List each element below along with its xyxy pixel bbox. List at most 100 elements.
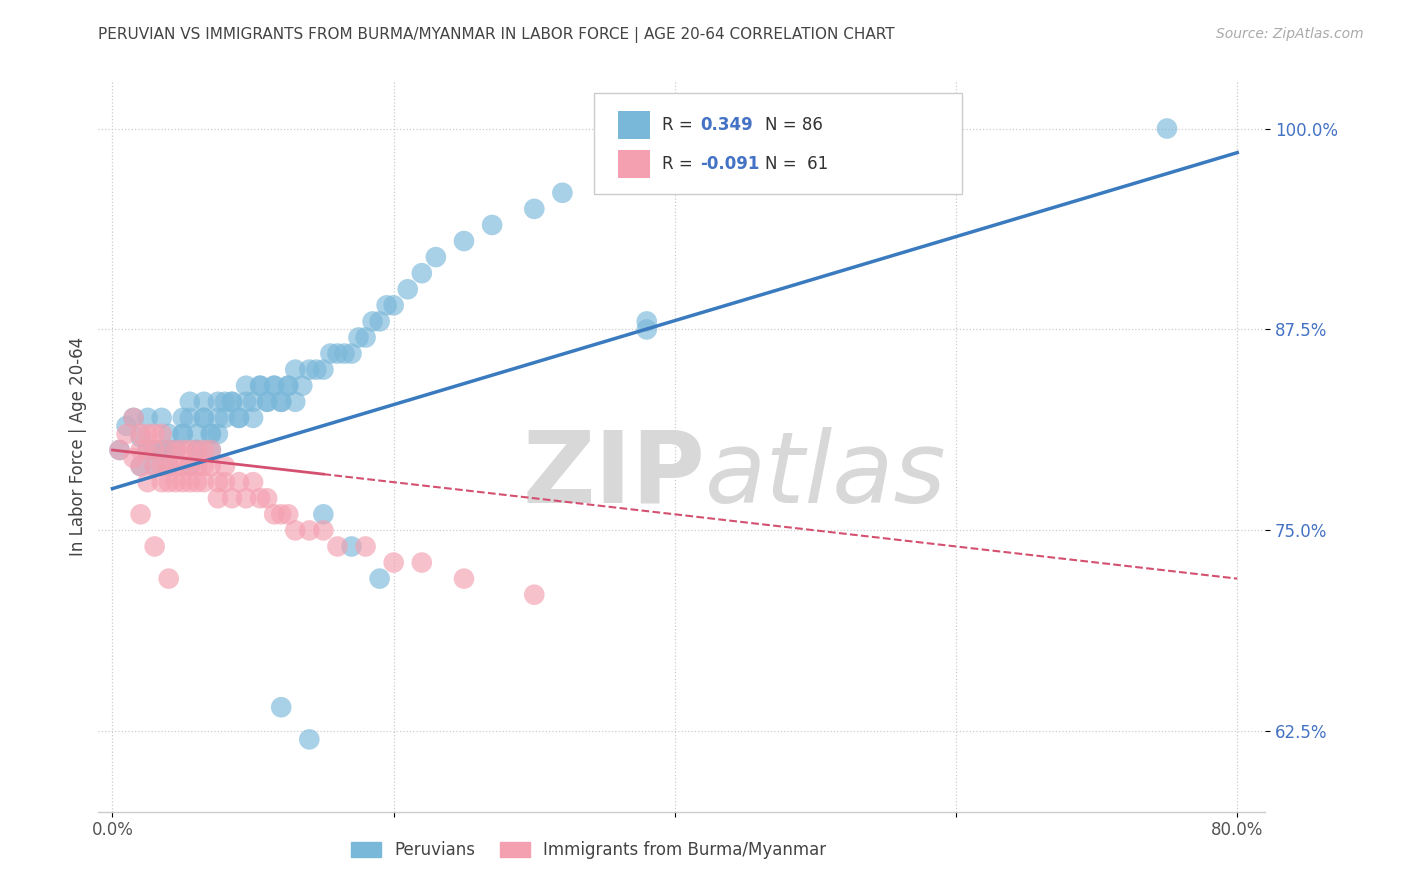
Point <box>193 410 215 425</box>
Point <box>157 443 180 458</box>
Point <box>1156 121 1178 136</box>
Point <box>270 394 292 409</box>
Point <box>150 459 173 474</box>
Point <box>235 394 257 409</box>
Point <box>179 459 201 474</box>
Point <box>312 362 335 376</box>
Point <box>129 508 152 522</box>
Point <box>136 410 159 425</box>
Point <box>157 426 180 441</box>
Point <box>368 572 391 586</box>
Point <box>214 475 236 490</box>
Point <box>143 443 166 458</box>
Point <box>263 378 285 392</box>
Point <box>228 475 250 490</box>
Point <box>179 459 201 474</box>
Point <box>221 491 243 506</box>
Point <box>207 426 229 441</box>
Text: -0.091: -0.091 <box>700 154 761 173</box>
Point <box>200 443 222 458</box>
Point <box>214 459 236 474</box>
Point <box>298 524 321 538</box>
Point <box>277 378 299 392</box>
Point <box>375 298 398 312</box>
Point <box>143 426 166 441</box>
Point <box>207 410 229 425</box>
Point <box>193 475 215 490</box>
Point <box>361 314 384 328</box>
Point <box>157 459 180 474</box>
Point <box>143 443 166 458</box>
Point <box>382 556 405 570</box>
Text: ZIP: ZIP <box>523 426 706 524</box>
Point <box>523 202 546 216</box>
Point <box>108 443 131 458</box>
Point <box>214 410 236 425</box>
Point <box>270 394 292 409</box>
Point <box>263 378 285 392</box>
Text: PERUVIAN VS IMMIGRANTS FROM BURMA/MYANMAR IN LABOR FORCE | AGE 20-64 CORRELATION: PERUVIAN VS IMMIGRANTS FROM BURMA/MYANMA… <box>98 27 896 43</box>
Point <box>186 443 208 458</box>
Point <box>186 426 208 441</box>
Point <box>411 556 433 570</box>
Point <box>186 475 208 490</box>
Y-axis label: In Labor Force | Age 20-64: In Labor Force | Age 20-64 <box>69 336 87 556</box>
Point <box>312 524 335 538</box>
Point <box>129 430 152 444</box>
Point <box>179 475 201 490</box>
Point <box>312 508 335 522</box>
Point <box>129 459 152 474</box>
Point <box>179 443 201 458</box>
Point <box>453 234 475 248</box>
Point <box>143 459 166 474</box>
Point <box>193 410 215 425</box>
Legend: Peruvians, Immigrants from Burma/Myanmar: Peruvians, Immigrants from Burma/Myanmar <box>344 834 834 865</box>
Point <box>411 266 433 280</box>
Point <box>108 443 131 458</box>
Point <box>122 451 145 466</box>
Text: N =  61: N = 61 <box>765 154 828 173</box>
Point <box>200 426 222 441</box>
Point <box>326 540 349 554</box>
Point <box>122 410 145 425</box>
Point <box>523 588 546 602</box>
Point <box>235 378 257 392</box>
Point <box>593 169 616 184</box>
Point <box>284 524 307 538</box>
Point <box>129 443 152 458</box>
Point <box>193 443 215 458</box>
Point <box>150 475 173 490</box>
Point <box>249 378 271 392</box>
Point <box>150 426 173 441</box>
Text: 0.349: 0.349 <box>700 116 754 134</box>
Point <box>242 475 264 490</box>
Point <box>172 475 194 490</box>
Point <box>193 459 215 474</box>
Point <box>143 540 166 554</box>
Point <box>214 394 236 409</box>
Text: R =: R = <box>662 154 697 173</box>
Point <box>396 282 419 296</box>
Point <box>354 330 377 344</box>
Point <box>165 475 187 490</box>
Point <box>284 362 307 376</box>
Point <box>129 459 152 474</box>
Point <box>186 459 208 474</box>
Point <box>157 443 180 458</box>
Point <box>277 378 299 392</box>
Point <box>368 314 391 328</box>
Point <box>284 394 307 409</box>
Point <box>193 394 215 409</box>
Point <box>242 410 264 425</box>
Point <box>165 443 187 458</box>
Point <box>228 410 250 425</box>
Point <box>249 491 271 506</box>
Point <box>136 426 159 441</box>
Point <box>186 443 208 458</box>
Point <box>263 508 285 522</box>
Point <box>256 394 278 409</box>
Point <box>242 394 264 409</box>
Point <box>277 508 299 522</box>
Point <box>122 410 145 425</box>
Point <box>115 426 138 441</box>
